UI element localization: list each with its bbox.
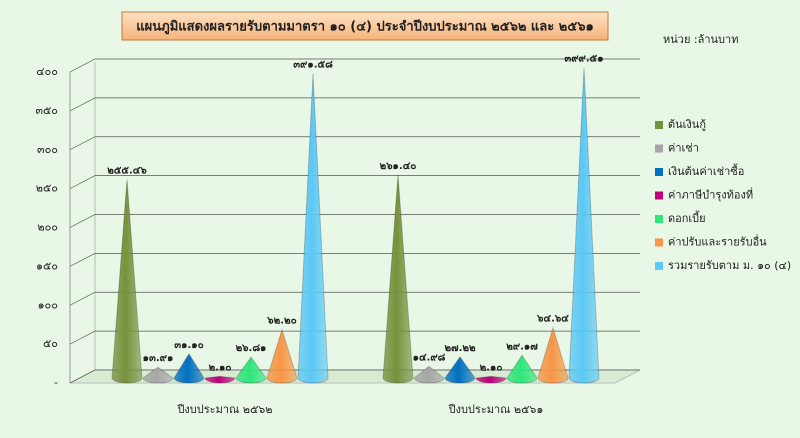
legend-swatch [655,121,663,129]
title-box [121,11,609,41]
legend-swatch [655,191,663,200]
unit-label: หน่วย :ล้านบาท [663,33,738,46]
cone [173,352,205,384]
legend-swatch [655,168,663,176]
cone [475,375,507,384]
cone [382,174,414,384]
cone [297,73,329,384]
value-label: ๓๑.๑๐ [174,340,203,351]
grid-line [69,253,640,267]
legend-label: รวมรายรับตาม ม. ๑๐ (๔) [668,259,791,272]
value-label: ๓๙๙.๕๑ [564,53,603,64]
legend-swatch [655,144,663,153]
grid-line [69,136,640,151]
value-label: ๒๖๑.๔๐ [380,161,417,172]
cone [235,356,267,384]
legend-label: ค่าภาษีบำรุงท้องที่ [668,187,753,202]
cone [506,354,538,384]
grid-line [69,214,640,228]
y-tick-label: ๕๐ [43,337,58,350]
y-tick-label: - [54,376,58,389]
value-label: ๑๔.๙๘ [413,352,446,363]
value-label: ๒.๑๐ [209,362,232,373]
x-tick-label: ปีงบประมาณ ๒๕๖๑ [448,403,544,416]
cone [204,375,236,384]
cone [413,365,445,384]
legend-label: ดอกเบี้ย [668,210,706,225]
value-label: ๒๙.๑๗ [506,341,538,352]
legend-swatch [655,238,663,247]
grid-line [69,291,640,306]
grid-line [69,175,640,189]
y-tick-label: ๓๐๐ [37,143,58,156]
value-label: ๒.๑๐ [480,362,503,373]
value-label: ๓๙๑.๕๘ [293,60,333,71]
grid-line [69,97,640,112]
cone [568,67,600,384]
legend-label: ค่าปรับและรายรับอื่น [668,234,767,249]
value-label: ๖๔.๖๔ [536,314,569,325]
value-label: ๒๗.๒๒ [444,343,476,354]
y-tick-label: ๓๕๐ [35,104,58,117]
grid-line [69,330,640,345]
x-tick-label: ปีงบประมาณ ๒๕๖๒ [176,403,272,416]
legend-label: ค่าเช่า [668,142,699,155]
grid-line [69,58,640,73]
y-tick-label: ๒๐๐ [37,221,58,234]
value-label: ๒๕๕.๔๖ [107,165,147,176]
legend-label: เงินต้นค่าเช่าซื้อ [668,163,744,178]
y-tick-label: ๔๐๐ [36,65,58,78]
value-label: ๒๖.๘๑ [236,343,267,354]
value-label: ๖๒.๒๐ [266,316,296,327]
y-tick-label: ๑๐๐ [38,298,58,311]
legend-swatch [655,215,663,223]
chart-title: แผนภูมิแสดงผลรายรับตามมาตรา ๑๐ (๔) ประจำ… [136,19,593,35]
y-tick-label: ๑๕๐ [36,259,58,272]
cone [444,355,476,384]
cone [142,366,174,384]
cone [537,325,569,384]
cone [266,327,298,384]
y-tick-label: ๒๕๐ [36,182,58,195]
value-label: ๑๓.๙๑ [143,353,174,364]
cone [111,179,143,384]
legend-label: ต้นเงินกู้ [668,118,706,131]
legend-swatch [655,262,663,270]
